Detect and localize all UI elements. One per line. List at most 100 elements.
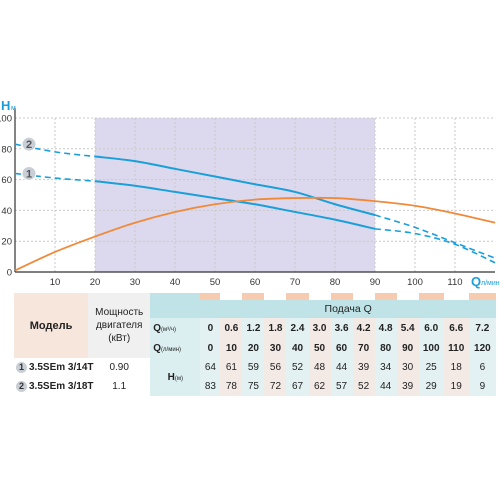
- model-cell: 1 3.5SEm 3/14T: [14, 358, 93, 377]
- q-lmin-label: Q(л/мин): [150, 338, 201, 358]
- curve-label-text: 1: [26, 168, 32, 180]
- h-label: H(м): [150, 358, 201, 396]
- x-tick-label: 90: [370, 277, 381, 288]
- y-tick-label: 20: [1, 237, 12, 248]
- model-name: 3.5SEm 3/18T: [29, 381, 94, 392]
- efficiency-curve: [14, 196, 496, 272]
- q-m3-cell: 2.4: [286, 318, 309, 338]
- head-cell: 30: [396, 358, 419, 377]
- x-tick-label: 70: [290, 277, 301, 288]
- q-lmin-row: Q(л/мин) 0 10 20 30 40 50 60 70 80 90 100 110 120: [14, 338, 496, 358]
- x-tick-label: 40: [170, 277, 181, 288]
- q-lmin-cell: 30: [264, 338, 287, 358]
- y-axis-unit: м: [11, 105, 16, 112]
- q-m3-cell: 3.0: [308, 318, 331, 338]
- x-tick-label: 10: [50, 277, 61, 288]
- feed-header-text: Подача Q: [324, 303, 372, 315]
- head-cell: 78: [220, 377, 243, 396]
- q-m3-cell: 3.6: [330, 318, 353, 338]
- curve-2-dashed: [374, 214, 496, 259]
- curve-label-badge: [21, 165, 37, 181]
- q-lmin-cell: 40: [286, 338, 309, 358]
- head-cell: 61: [220, 358, 243, 377]
- x-tick-label: 20: [90, 277, 101, 288]
- q-m3-cell: 5.4: [396, 318, 419, 338]
- y-tick-label: 60: [1, 175, 12, 186]
- head-cell: 18: [443, 358, 469, 377]
- power-cell: 0.90: [109, 362, 129, 373]
- q-lmin-cell: 60: [330, 338, 353, 358]
- power-header: Мощность двигателя (кВт): [88, 293, 151, 358]
- q-m3-cell: 4.8: [374, 318, 397, 338]
- q-m3-row: Q(м³/ч) 0 0.6 1.2 1.8 2.4 3.0 3.6 4.2 4.8 5.4 6.0 6…: [14, 318, 496, 338]
- q-m3-label: Q(м³/ч): [150, 318, 201, 338]
- x-tick-label: 110: [447, 277, 462, 288]
- curve-2-solid: [94, 155, 376, 216]
- head-cell: 19: [443, 377, 469, 396]
- q-lmin-cell: 100: [418, 338, 444, 358]
- power-cell: 1.1: [112, 381, 127, 392]
- y-tick-label: 0: [7, 268, 12, 279]
- q-m3-cell: 1.2: [242, 318, 265, 338]
- head-cell: 44: [330, 358, 353, 377]
- head-cell: 39: [396, 377, 419, 396]
- model-name: 3.5SEm 3/14T: [29, 362, 94, 373]
- x-tick-label: 100: [407, 277, 423, 288]
- spec-table: Модель Мощность двигателя (кВт) Подача Q…: [14, 293, 496, 396]
- q-m3-cell: 0: [200, 318, 221, 338]
- curve-1-dashed: [374, 228, 496, 264]
- head-cell: 64: [200, 358, 221, 377]
- q-lmin-cell: 110: [443, 338, 469, 358]
- head-cell: 25: [418, 358, 444, 377]
- head-cell: 67: [286, 377, 309, 396]
- y-axis-title: H: [1, 98, 10, 113]
- model-cell: 2 3.5SEm 3/18T: [14, 377, 93, 396]
- curve-1-dashed: [14, 172, 96, 182]
- head-cell: 52: [286, 358, 309, 377]
- head-cell: 72: [264, 377, 287, 396]
- x-axis-unit: л/мин: [481, 280, 500, 287]
- head-cell: 48: [308, 358, 331, 377]
- curve-label-text: 2: [26, 139, 32, 151]
- q-lmin-cell: 10: [220, 338, 243, 358]
- head-cell: 29: [418, 377, 444, 396]
- curve-label-badge: [21, 136, 37, 152]
- x-tick-label: 80: [330, 277, 341, 288]
- working-range-band: [95, 118, 375, 272]
- q-m3-unit: (м³/ч): [161, 326, 176, 333]
- pump-curve-chart: 0 20 40 60 80 100 10 20 30 40 50 60 70 80 90 100 110 Hм Qл…: [0, 98, 500, 289]
- q-lmin-cell: 80: [374, 338, 397, 358]
- q-m3-cell: 1.8: [264, 318, 287, 338]
- q-m3-cell: 6.6: [443, 318, 469, 338]
- q-lmin-cell: 20: [242, 338, 265, 358]
- head-cell: 75: [242, 377, 265, 396]
- curve-2-dashed: [14, 143, 96, 158]
- q-lmin-cell: 50: [308, 338, 331, 358]
- q-lmin-cell: 90: [396, 338, 419, 358]
- head-cell: 44: [374, 377, 397, 396]
- model-header: Модель: [14, 293, 89, 358]
- head-cell: 56: [264, 358, 287, 377]
- q-lmin-cell: 120: [468, 338, 496, 358]
- head-cell: 52: [352, 377, 375, 396]
- y-tick-label: 80: [1, 144, 12, 155]
- head-cell: 9: [468, 377, 496, 396]
- q-m3-cell: 4.2: [352, 318, 375, 338]
- q-lmin-cell: 0: [200, 338, 221, 358]
- x-tick-label: 30: [130, 277, 141, 288]
- q-lmin-cell: 70: [352, 338, 375, 358]
- y-tick-label: 40: [1, 206, 12, 217]
- x-tick-label: 50: [210, 277, 221, 288]
- head-cell: 62: [308, 377, 331, 396]
- table-row: 1 3.5SEm 3/14T 0.90 H(м) 64 61 59 56 52 48 44 39…: [14, 358, 496, 396]
- head-cell: 59: [242, 358, 265, 377]
- head-cell: 83: [200, 377, 221, 396]
- head-cell: 57: [330, 377, 353, 396]
- feed-header: Подача Q: [200, 300, 496, 318]
- x-tick-label: 60: [250, 277, 261, 288]
- x-axis-title: Q: [471, 274, 481, 289]
- head-cell: 6: [468, 358, 496, 377]
- q-m3-cell: 7.2: [468, 318, 496, 338]
- head-cell: 34: [374, 358, 397, 377]
- chart-svg: 0 20 40 60 80 100 10 20 30 40 50 60 70 80 90 100 110 Hм Qл…: [0, 98, 500, 289]
